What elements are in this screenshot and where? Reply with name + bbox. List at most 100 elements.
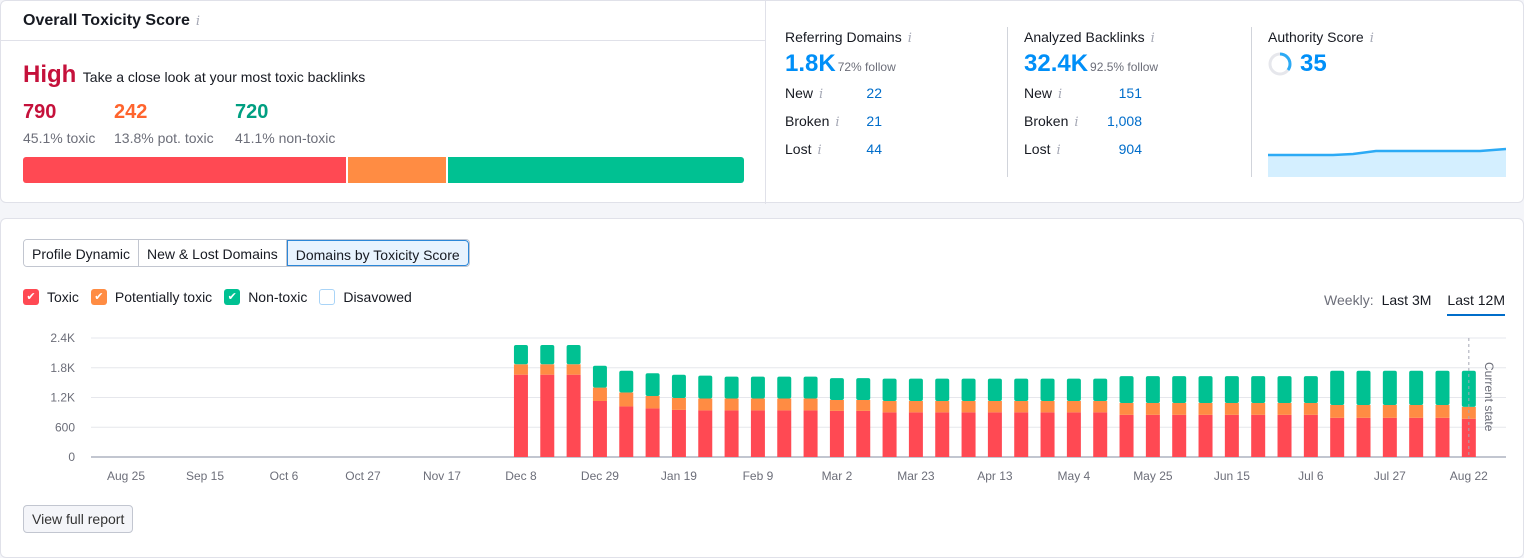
authority-ring-icon (1268, 52, 1292, 76)
bar-segment-potentially-toxic (803, 398, 818, 411)
pot-toxic-stat[interactable]: 242 13.8% pot. toxic (114, 101, 214, 146)
divider (1007, 27, 1008, 177)
bar-segment-toxic (1409, 417, 1424, 457)
toxicity-stacked-bar-chart: 0 600 1.2K 1.8K 2.4K Aug 25 Sep 15 Oct 6 Oct 27 N… (50, 331, 1506, 483)
authority-value[interactable]: 35 (1300, 50, 1327, 77)
referring-domains-title: Referring Domains (785, 29, 902, 45)
non-toxic-count[interactable]: 720 (235, 101, 269, 123)
bar-segment-non-toxic (1093, 378, 1108, 401)
bar-segment-potentially-toxic (1251, 402, 1266, 415)
bar-segment-potentially-toxic (1303, 402, 1318, 415)
bar-segment-non-toxic (1303, 376, 1318, 403)
bar-segment-toxic (1461, 418, 1476, 457)
pot-toxic-count[interactable]: 242 (114, 101, 148, 123)
bar-segment-potentially-toxic (935, 400, 950, 413)
info-icon[interactable]: i (1150, 31, 1155, 46)
toxic-count[interactable]: 790 (23, 101, 57, 123)
backlinks-value[interactable]: 32.4K (1024, 50, 1089, 77)
authority-trend-sparkline (1268, 147, 1506, 177)
bar-segment-toxic (619, 406, 634, 457)
bar-segment-toxic (1224, 414, 1239, 457)
bar-segment-toxic (513, 374, 528, 457)
referring-domains-value[interactable]: 1.8K (785, 50, 836, 77)
bar-segment-non-toxic (619, 370, 634, 393)
bar-segment-non-toxic (1066, 378, 1081, 401)
legend-non-toxic[interactable]: ✔ Non-toxic (224, 289, 307, 305)
x-tick-label: Mar 2 (822, 469, 853, 483)
x-tick-label: Jan 19 (661, 469, 697, 483)
rd-new-value[interactable]: 22 (866, 85, 882, 101)
info-icon[interactable]: i (195, 14, 201, 29)
info-icon[interactable]: i (817, 143, 822, 158)
rd-lost-value[interactable]: 44 (866, 141, 882, 157)
info-icon[interactable]: i (1074, 115, 1079, 130)
info-icon[interactable]: i (1058, 87, 1063, 102)
bar-segment-potentially-toxic (1277, 402, 1292, 415)
bar-segment-non-toxic (1382, 370, 1397, 405)
checkbox-checked-icon[interactable]: ✔ (23, 289, 39, 305)
bar-segment-potentially-toxic (987, 400, 1002, 413)
x-tick-label: Feb 9 (743, 469, 774, 483)
bl-broken-label: Broken (1024, 113, 1069, 129)
bar-segment-potentially-toxic (1040, 400, 1055, 413)
info-icon[interactable]: i (1056, 143, 1061, 158)
legend-toxic[interactable]: ✔ Toxic (23, 289, 79, 305)
bar-segment-non-toxic (1251, 376, 1266, 403)
bl-lost-value[interactable]: 904 (1118, 141, 1142, 157)
bl-broken-value[interactable]: 1,008 (1106, 113, 1142, 129)
x-tick-label: Dec 29 (581, 469, 619, 483)
info-icon[interactable]: i (1369, 31, 1374, 46)
toxicity-header: Overall Toxicity Score i (1, 1, 765, 41)
bar-segment-non-toxic (1435, 370, 1450, 405)
view-full-report-button[interactable]: View full report (23, 505, 134, 533)
tab-domains-by-toxicity[interactable]: Domains by Toxicity Score (286, 240, 469, 266)
info-icon[interactable]: i (907, 31, 912, 46)
info-icon[interactable]: i (819, 87, 824, 102)
bar-segment-toxic (592, 400, 607, 457)
bl-new-value[interactable]: 151 (1118, 85, 1142, 101)
referring-domains-follow: 72% follow (837, 60, 896, 74)
distribution-segment (348, 157, 448, 183)
legend-label: Potentially toxic (114, 289, 213, 305)
bar-segment-toxic (961, 412, 976, 457)
bar-segment-potentially-toxic (566, 364, 581, 375)
bar-segment-non-toxic (1277, 376, 1292, 403)
bar-segment-toxic (1251, 414, 1266, 457)
bar-segment-potentially-toxic (777, 398, 792, 411)
rd-broken-value[interactable]: 21 (866, 113, 882, 129)
bar-segment-non-toxic (1040, 378, 1055, 401)
checkbox-checked-icon[interactable]: ✔ (90, 289, 107, 305)
bar-segment-toxic (724, 410, 739, 457)
bar-segment-toxic (1014, 412, 1029, 457)
rd-broken-row: Broken i 21 (785, 113, 915, 131)
checkbox-unchecked-icon[interactable] (319, 289, 336, 305)
bar-segment-non-toxic (1145, 376, 1160, 403)
rd-new-label: New (785, 85, 814, 101)
legend-potentially-toxic[interactable]: ✔ Potentially toxic (90, 289, 213, 305)
bar-segment-potentially-toxic (671, 397, 686, 410)
bar-segment-toxic (750, 410, 765, 457)
period-last-12m-selected[interactable]: Last 12M (1447, 292, 1505, 316)
toxic-label: 45.1% toxic (23, 130, 96, 146)
toxic-stat[interactable]: 790 45.1% toxic (23, 101, 95, 146)
bar-segment-potentially-toxic (856, 399, 871, 411)
checkbox-checked-icon[interactable]: ✔ (224, 289, 241, 305)
divider (1251, 27, 1252, 177)
bar-segment-potentially-toxic (1224, 402, 1239, 415)
info-icon[interactable]: i (835, 115, 840, 130)
tab-new-lost-domains[interactable]: New & Lost Domains (139, 240, 287, 266)
pot-toxic-label: 13.8% pot. toxic (114, 130, 214, 146)
bl-lost-row: Lost i 904 (1024, 141, 1154, 159)
x-tick-label: Aug 22 (1450, 469, 1488, 483)
x-tick-label: Dec 8 (505, 469, 537, 483)
period-last-3m[interactable]: Last 3M (1381, 292, 1432, 308)
bar-segment-non-toxic (1356, 370, 1371, 405)
non-toxic-stat[interactable]: 720 41.1% non-toxic (235, 101, 335, 146)
bar-segment-toxic (540, 374, 555, 457)
bar-segment-potentially-toxic (513, 364, 528, 375)
tab-profile-dynamic[interactable]: Profile Dynamic (24, 240, 140, 266)
chart-card: Profile Dynamic New & Lost Domains Domai… (0, 218, 1524, 558)
x-tick-label: Oct 27 (345, 469, 381, 483)
bar-segment-toxic (698, 410, 713, 457)
legend-disavowed[interactable]: Disavowed (319, 289, 412, 305)
